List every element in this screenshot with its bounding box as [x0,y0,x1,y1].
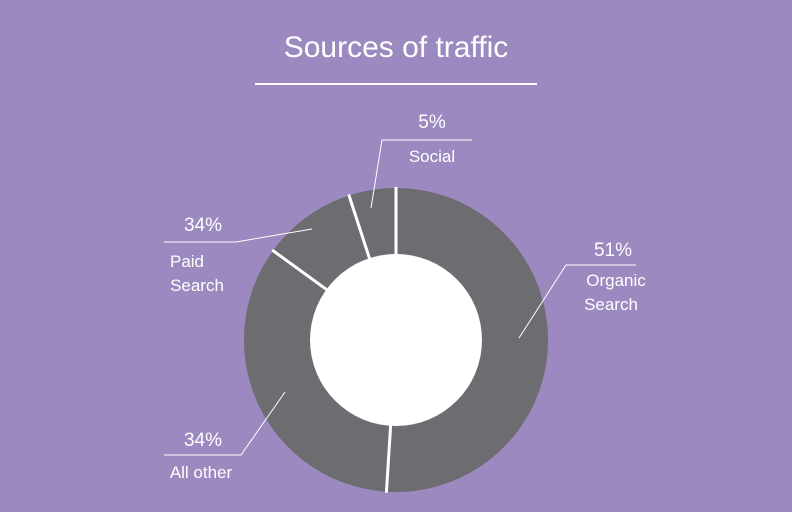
slice-category-label: Social [409,147,455,166]
slice-category-label: Search [170,276,224,295]
slice-category-label: Organic [586,271,646,290]
slice-value-label: 34% [184,430,222,451]
slice-category-label: Search [584,295,638,314]
callout-line [518,264,636,339]
callout-line [164,228,313,243]
callout-line [164,391,286,456]
slice-value-label: 51% [594,240,632,261]
callout-lines [164,139,636,456]
slice-value-label: 5% [418,112,446,133]
slice-value-label: 34% [184,215,222,236]
donut-hole [310,254,482,426]
chart-title: Sources of traffic [284,31,509,64]
callout-line [370,139,472,209]
slice-category-label: Paid [170,252,204,271]
slice-category-label: All other [170,463,233,482]
